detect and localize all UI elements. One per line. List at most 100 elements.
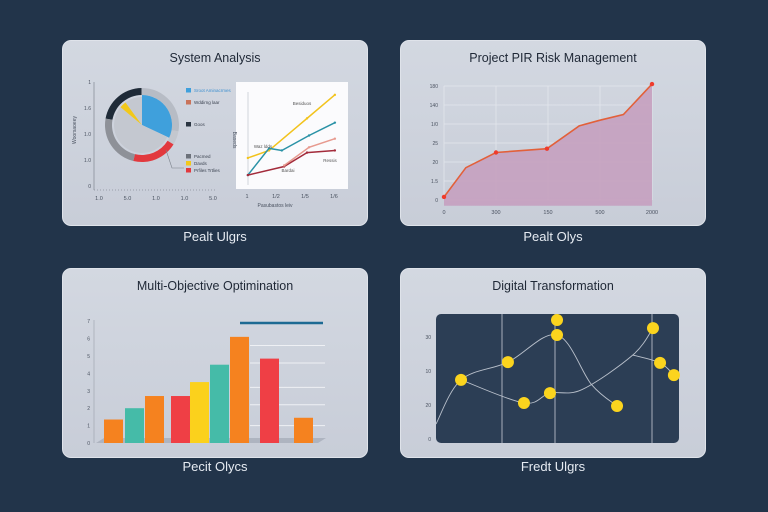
legend-label: Wddirng laar bbox=[194, 100, 220, 105]
bar bbox=[104, 419, 123, 443]
panel-title: Digital Transformation bbox=[492, 279, 614, 293]
line-series bbox=[247, 94, 336, 159]
data-point bbox=[611, 400, 624, 413]
pie-slice bbox=[142, 95, 172, 138]
line-point bbox=[333, 121, 337, 124]
panel-title: Multi-Objective Optimination bbox=[136, 279, 294, 293]
x-tick-label: 0 bbox=[442, 210, 445, 216]
bar bbox=[260, 358, 279, 443]
y-tick-label: 5 bbox=[87, 354, 90, 360]
y-tick-label: 30 bbox=[425, 335, 431, 341]
legend-swatch bbox=[186, 168, 191, 173]
pie-slice bbox=[125, 97, 142, 125]
legend-swatch bbox=[186, 161, 191, 166]
panel-title: System Analysis bbox=[169, 51, 261, 65]
x-tick-label: 1/5 bbox=[301, 194, 309, 200]
y-tick-label: 1.0 bbox=[84, 132, 91, 138]
y-tick-label: 20 bbox=[425, 403, 431, 409]
donut-ring-segment bbox=[133, 140, 174, 162]
y-tick-label: 0 bbox=[88, 184, 91, 190]
x-tick-label: 5.0 bbox=[124, 196, 132, 202]
x-tick-label: 5.0 bbox=[209, 196, 217, 202]
line-point bbox=[333, 149, 337, 152]
bar bbox=[190, 382, 209, 443]
data-point bbox=[441, 194, 447, 200]
bar bbox=[171, 396, 190, 443]
legend-label: Sroot Aminacrmes bbox=[194, 88, 232, 93]
panel-caption: Pecit Olycs bbox=[182, 459, 248, 474]
x-tick-label: 1.0 bbox=[181, 196, 189, 202]
legend-label: Pacmed bbox=[194, 154, 211, 159]
panel-caption: Fredt Ulgrs bbox=[520, 459, 586, 474]
pie-slice bbox=[120, 102, 142, 125]
line-point bbox=[333, 93, 337, 97]
legend-swatch bbox=[186, 100, 191, 105]
y-tick-label: 20 bbox=[432, 160, 438, 166]
data-point bbox=[654, 356, 667, 369]
x-tick-label: 1/6 bbox=[330, 194, 338, 200]
area-fill bbox=[444, 84, 652, 206]
line-point bbox=[246, 173, 250, 177]
bar bbox=[210, 364, 229, 443]
line-point bbox=[307, 134, 311, 137]
annotation: Ressis bbox=[323, 158, 337, 163]
x-tick-label: 1/2 bbox=[272, 194, 280, 200]
legend-swatch bbox=[186, 154, 191, 159]
panel-title: Project PIR Risk Management bbox=[469, 51, 637, 65]
y-tick-label: 0 bbox=[435, 198, 438, 204]
pie-slice bbox=[114, 107, 168, 154]
y-tick-label: 180 bbox=[430, 84, 439, 90]
line-point bbox=[280, 149, 283, 152]
data-point bbox=[544, 146, 550, 151]
data-point bbox=[455, 373, 468, 386]
donut-ring-segment bbox=[105, 118, 135, 161]
line-point bbox=[305, 117, 309, 120]
donut-ring-segment bbox=[105, 88, 142, 120]
annotation: Waz ldds bbox=[254, 144, 273, 149]
bar bbox=[294, 417, 313, 443]
leader-line bbox=[165, 149, 184, 169]
y-tick-label: 1.5 bbox=[431, 179, 438, 185]
bar bbox=[145, 396, 164, 443]
y-tick-label: 2 bbox=[87, 406, 90, 412]
legend-label: Prfiles Trtlies bbox=[194, 168, 221, 173]
panel-caption: Pealt Olys bbox=[523, 229, 583, 244]
data-point bbox=[646, 322, 659, 335]
data-point bbox=[667, 369, 680, 382]
y-tick-label: 7 bbox=[87, 319, 90, 325]
y-tick-label: 140 bbox=[430, 103, 439, 109]
x-tick-label: 500 bbox=[595, 210, 604, 216]
y-tick-label: 1.0 bbox=[84, 158, 91, 164]
legend-swatch bbox=[186, 88, 191, 93]
legend-label: Goos bbox=[194, 122, 206, 127]
data-point bbox=[649, 81, 655, 87]
x-tick-label: 2000 bbox=[646, 210, 658, 216]
line-point bbox=[333, 137, 337, 140]
y-tick-label: 10 bbox=[425, 369, 431, 375]
panel-caption: Pealt Ulgrs bbox=[183, 229, 247, 244]
y-tick-label: 0 bbox=[428, 437, 431, 443]
y-tick-label: 25 bbox=[432, 141, 438, 147]
y-axis-label: Baseds bbox=[231, 132, 237, 149]
x-tick-label: 1.0 bbox=[152, 196, 160, 202]
y-tick-label: 1 bbox=[88, 80, 91, 86]
line-point bbox=[282, 164, 286, 167]
donut-ring-segment bbox=[167, 130, 179, 145]
line-point bbox=[246, 156, 250, 160]
x-tick-label: 150 bbox=[543, 210, 552, 216]
x-tick-label: 1 bbox=[245, 194, 248, 200]
area-line bbox=[443, 83, 653, 198]
bar bbox=[230, 336, 249, 443]
line-series bbox=[460, 327, 654, 404]
y-tick-label: 1/0 bbox=[431, 122, 438, 128]
y-tick-label: 6 bbox=[87, 337, 90, 343]
y-axis-label: Woorsaoeey bbox=[72, 116, 78, 144]
bar bbox=[125, 408, 144, 443]
line-point bbox=[307, 146, 311, 149]
x-axis-label: Pasubastos leiv bbox=[257, 203, 293, 209]
line-point bbox=[267, 147, 271, 150]
y-tick-label: 0 bbox=[87, 441, 90, 447]
line-series bbox=[247, 149, 335, 176]
data-point bbox=[501, 356, 514, 369]
